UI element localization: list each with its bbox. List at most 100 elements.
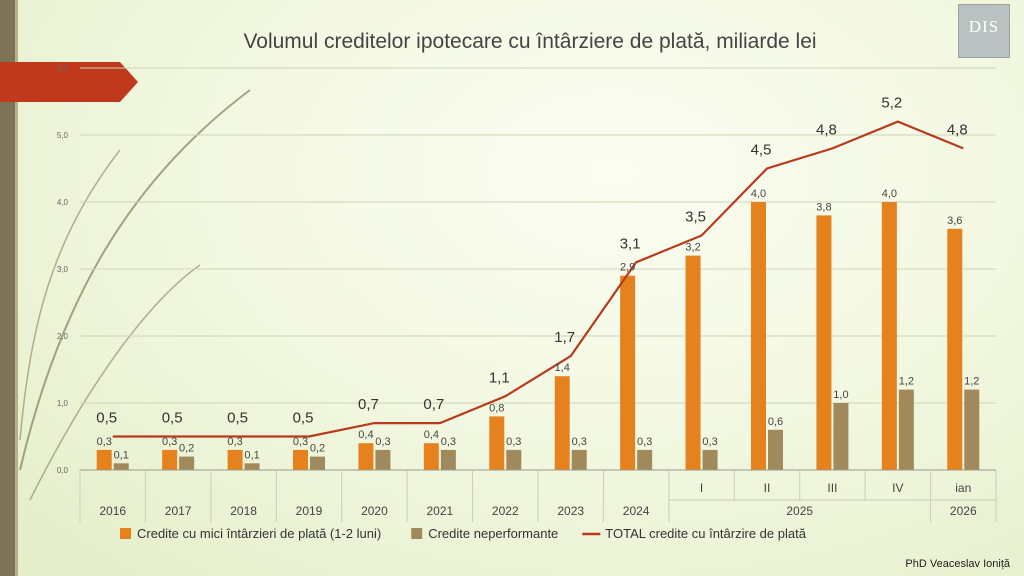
left-decor-strip-light — [15, 0, 18, 576]
x-group-label: 2020 — [361, 504, 388, 518]
bar-nonperforming — [833, 403, 849, 470]
left-decor-strip — [0, 0, 15, 576]
bar-nonperforming — [571, 449, 587, 470]
bar-nonperforming — [244, 463, 260, 470]
bar-small-delays — [816, 215, 832, 470]
legend-label: Credite neperformante — [428, 526, 558, 541]
x-group-label: 2022 — [492, 504, 519, 518]
bar-small-delays — [96, 449, 112, 470]
total-line-label: 1,7 — [554, 329, 575, 346]
legend-label: TOTAL credite cu întârzire de plată — [605, 526, 806, 541]
bar-label-small-delays: 3,8 — [816, 201, 831, 213]
bar-label-nonperforming: 0,2 — [310, 443, 325, 455]
x-group-label: 2024 — [623, 504, 650, 518]
bar-small-delays — [620, 275, 636, 470]
bar-small-delays — [358, 443, 374, 470]
legend-label: Credite cu mici întârzieri de plată (1-2… — [137, 526, 381, 541]
decor-curve-2 — [29, 264, 201, 501]
bar-label-nonperforming: 0,1 — [114, 449, 129, 461]
logo-text: DIS — [968, 17, 1000, 36]
bar-label-small-delays: 0,3 — [227, 436, 242, 448]
bar-nonperforming — [702, 449, 718, 470]
legend-swatch — [120, 528, 131, 539]
bar-small-delays — [489, 416, 505, 470]
bar-nonperforming — [113, 463, 129, 470]
total-line-label: 0,7 — [423, 396, 444, 413]
bar-label-small-delays: 0,4 — [424, 429, 439, 441]
x-tick-label: ian — [955, 481, 971, 495]
bar-small-delays — [881, 202, 897, 470]
x-group-label: 2026 — [950, 504, 977, 518]
x-group-label: 2019 — [296, 504, 323, 518]
bar-small-delays — [554, 376, 570, 470]
bar-label-nonperforming: 0,3 — [375, 436, 390, 448]
decor-curve-1 — [19, 89, 251, 471]
y-tick-label: 6,0 — [57, 64, 69, 73]
x-tick-label: IV — [892, 481, 903, 495]
bar-label-small-delays: 3,2 — [685, 242, 700, 254]
total-line-label: 5,2 — [881, 95, 902, 112]
bar-label-small-delays: 0,3 — [293, 436, 308, 448]
decor-curve-3 — [19, 149, 121, 441]
x-group-label: 2018 — [230, 504, 257, 518]
bar-small-delays — [685, 255, 701, 470]
total-line-label: 1,1 — [489, 369, 510, 386]
x-group-label: 2017 — [165, 504, 192, 518]
bar-label-nonperforming: 0,3 — [637, 436, 652, 448]
chart-title: Volumul creditelor ipotecare cu întârzie… — [243, 30, 817, 53]
bar-small-delays — [423, 443, 439, 470]
bar-label-nonperforming: 1,0 — [833, 389, 848, 401]
total-line-label: 4,8 — [947, 121, 968, 138]
bar-nonperforming — [898, 389, 914, 470]
bar-nonperforming — [637, 449, 653, 470]
bar-label-small-delays: 0,3 — [162, 436, 177, 448]
dis-logo: DIS — [958, 4, 1010, 58]
x-tick-label: III — [827, 481, 837, 495]
bar-label-nonperforming: 1,2 — [899, 376, 914, 388]
total-line-label: 0,5 — [293, 410, 314, 427]
bar-small-delays — [162, 449, 178, 470]
bar-label-small-delays: 0,4 — [358, 429, 373, 441]
bar-small-delays — [227, 449, 243, 470]
y-tick-label: 1,0 — [57, 399, 69, 408]
bar-label-nonperforming: 0,3 — [572, 436, 587, 448]
bar-nonperforming — [375, 449, 391, 470]
total-line-label: 4,8 — [816, 121, 837, 138]
total-line-label: 3,5 — [685, 209, 706, 226]
total-line-label: 0,5 — [227, 410, 248, 427]
decor-arrow-banner — [0, 62, 138, 102]
y-tick-label: 0,0 — [57, 466, 69, 475]
x-tick-label: I — [700, 481, 703, 495]
total-line-label: 3,1 — [620, 235, 641, 252]
bar-label-small-delays: 3,6 — [947, 215, 962, 227]
bar-small-delays — [947, 228, 963, 470]
bar-label-nonperforming: 0,3 — [506, 436, 521, 448]
bar-label-nonperforming: 0,3 — [702, 436, 717, 448]
author-credit: PhD Veaceslav Ioniță — [905, 558, 1010, 570]
y-tick-label: 4,0 — [57, 198, 69, 207]
total-line — [112, 120, 964, 438]
bar-nonperforming — [964, 389, 980, 470]
total-line-label: 0,7 — [358, 396, 379, 413]
x-group-label: 2023 — [557, 504, 584, 518]
x-group-label: 2021 — [427, 504, 454, 518]
bar-label-nonperforming: 0,6 — [768, 416, 783, 428]
total-line-label: 4,5 — [751, 142, 772, 159]
bar-label-small-delays: 1,4 — [555, 362, 570, 374]
bar-nonperforming — [310, 456, 325, 470]
legend-swatch — [411, 528, 423, 539]
y-tick-label: 2,0 — [57, 332, 69, 341]
x-tick-label: II — [764, 481, 771, 495]
bar-label-nonperforming: 0,1 — [244, 449, 259, 461]
bar-nonperforming — [768, 429, 783, 470]
bar-small-delays — [293, 449, 308, 470]
bar-label-small-delays: 4,0 — [751, 188, 766, 200]
total-line-label: 0,5 — [96, 410, 117, 427]
bar-nonperforming — [506, 449, 522, 470]
bar-nonperforming — [440, 449, 456, 470]
bar-label-small-delays: 2,9 — [620, 262, 635, 274]
y-tick-label: 3,0 — [57, 265, 69, 274]
total-line-label: 0,5 — [162, 410, 183, 427]
x-group-label: 2025 — [786, 504, 813, 518]
